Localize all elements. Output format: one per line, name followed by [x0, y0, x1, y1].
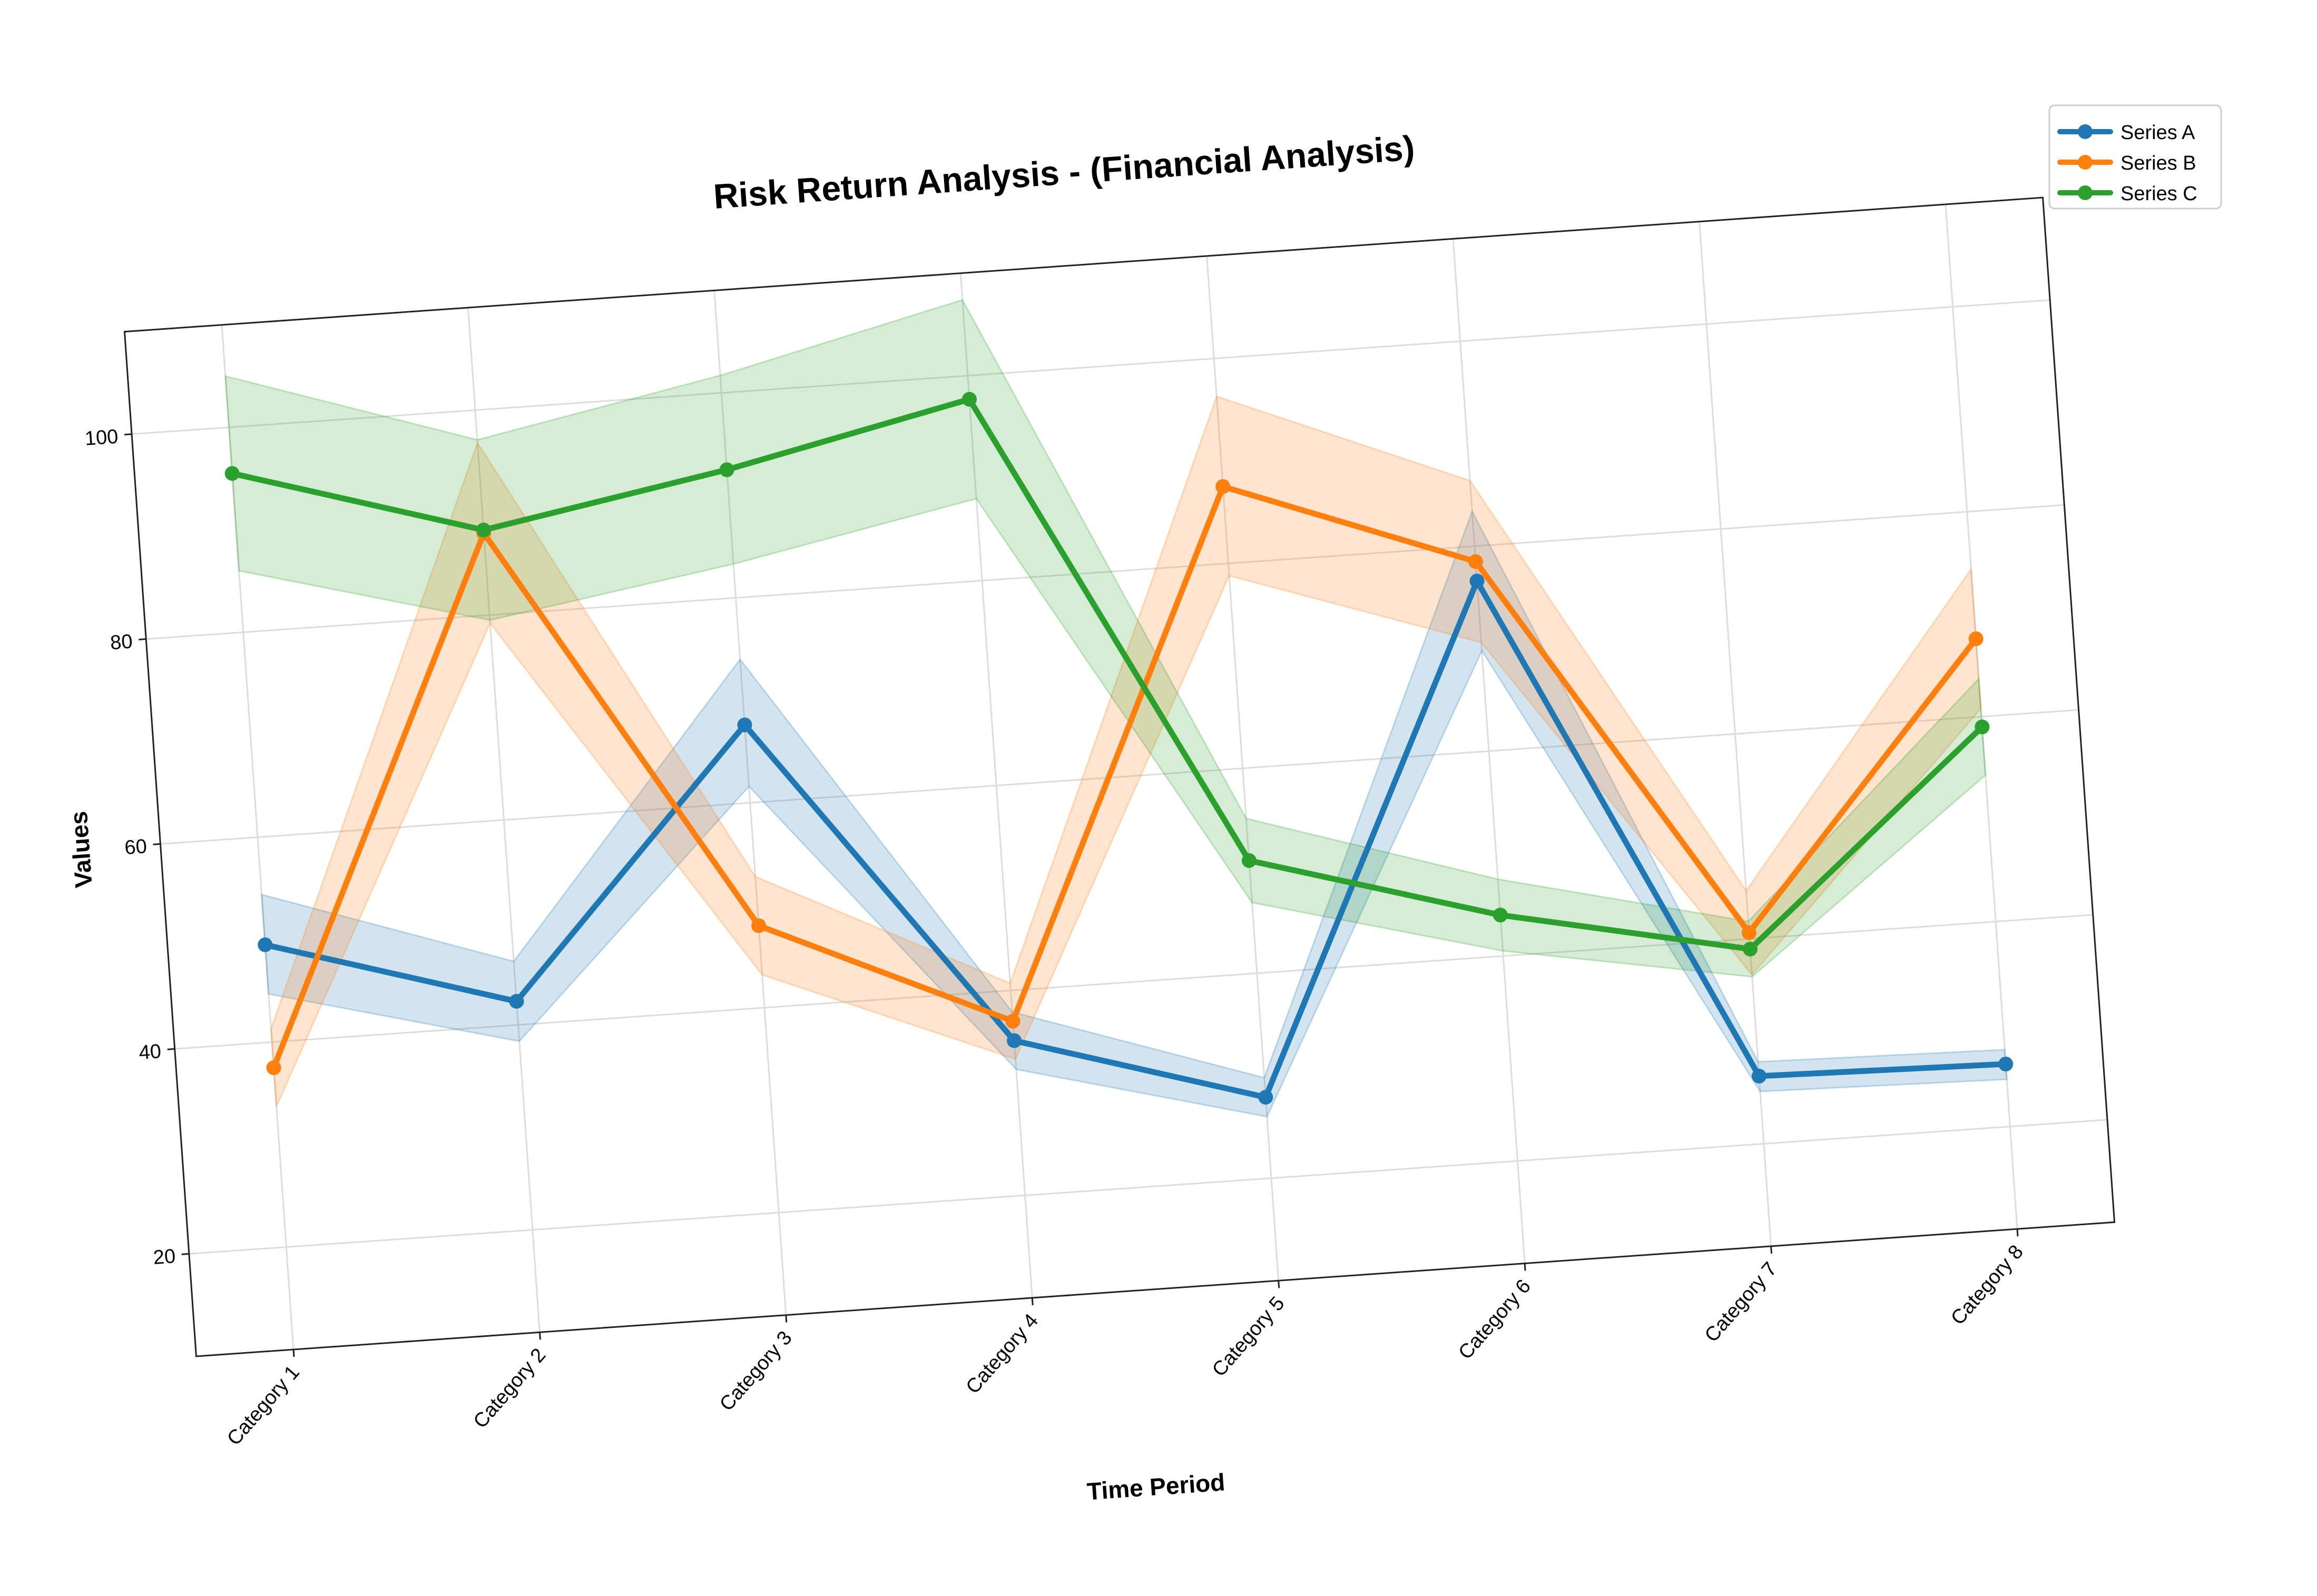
data-point	[1998, 1057, 2014, 1072]
data-point	[476, 523, 491, 538]
y-axis: 20 40 60 80 100	[84, 426, 189, 1269]
x-tick-mark	[785, 1315, 788, 1323]
data-point	[719, 462, 734, 477]
series-lines	[229, 396, 2009, 1100]
data-point	[751, 918, 767, 933]
y-tick-label: 60	[124, 835, 148, 859]
data-point	[1741, 925, 1756, 940]
data-point	[258, 937, 273, 952]
x-tick-mark	[1031, 1297, 1034, 1306]
data-point	[1743, 941, 1758, 957]
x-tick-mark	[292, 1349, 295, 1357]
data-point	[1493, 908, 1508, 923]
grid-line-x	[467, 307, 541, 1333]
y-tick-label: 80	[110, 630, 133, 654]
data-point	[1215, 479, 1231, 494]
grid-line-y	[174, 914, 2093, 1050]
data-point	[1468, 554, 1483, 569]
grid-line-x	[713, 290, 787, 1315]
y-tick-label: 100	[84, 426, 119, 450]
legend-label: Series A	[2120, 122, 2195, 144]
legend-marker-3	[2078, 185, 2093, 200]
grid-line-y	[131, 299, 2050, 435]
data-point	[1007, 1033, 1022, 1048]
y-tick-label: 40	[138, 1040, 162, 1064]
legend[interactable]: Series A Series B Series C	[2048, 104, 2222, 210]
data-point	[1005, 1013, 1020, 1029]
data-point	[509, 994, 524, 1009]
series-line-2	[271, 484, 1979, 1071]
data-point	[737, 717, 752, 733]
data-point	[266, 1060, 281, 1076]
data-point	[1469, 574, 1485, 589]
x-tick-mark	[538, 1332, 541, 1340]
data-point	[1968, 631, 1984, 646]
confidence-band-3	[224, 299, 1987, 978]
grid-line-x	[221, 324, 294, 1350]
data-point	[1241, 853, 1256, 868]
confidence-bands	[224, 299, 2008, 1118]
grid-line-x	[959, 273, 1033, 1298]
grid-line-x	[1452, 239, 1526, 1264]
confidence-band-1	[260, 509, 2008, 1118]
data-point	[1752, 1068, 1767, 1083]
x-tick-mark	[1770, 1246, 1773, 1254]
grid-line-y	[146, 504, 2065, 640]
legend-marker-2	[2078, 155, 2093, 170]
legend-marker-1	[2078, 124, 2093, 139]
grid-line-y	[160, 709, 2079, 845]
y-axis-label: Values	[65, 810, 97, 889]
legend-label: Series B	[2120, 152, 2196, 174]
data-point	[224, 466, 240, 481]
series-line-1	[262, 578, 2009, 1100]
y-tick-mark	[124, 433, 132, 436]
x-tick-mark	[2016, 1229, 2019, 1237]
series-line-3	[229, 396, 1985, 952]
confidence-band-2	[270, 395, 1982, 1107]
grid-line-y	[189, 1119, 2108, 1255]
legend-label: Series C	[2120, 183, 2197, 205]
grid-line-x	[1206, 255, 1280, 1281]
data-point	[1975, 720, 1990, 735]
series-points	[224, 391, 2014, 1105]
data-point	[962, 391, 977, 407]
data-point	[1258, 1090, 1273, 1105]
y-tick-label: 20	[152, 1245, 176, 1269]
